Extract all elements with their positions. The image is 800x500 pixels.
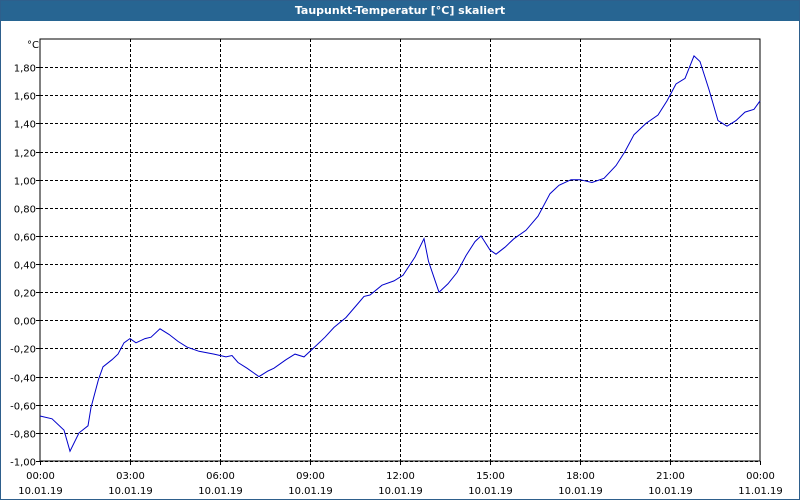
y-tick-label: 1,00 <box>14 177 36 188</box>
series-line <box>39 55 761 453</box>
x-tick-date: 10.01.19 <box>18 486 63 497</box>
y-tick-label: -0,60 <box>10 402 36 413</box>
y-tick-label: 0,40 <box>14 261 36 272</box>
x-tick-date: 10.01.19 <box>288 486 333 497</box>
x-tick-date: 10.01.19 <box>558 486 603 497</box>
y-tick-label: 0,80 <box>14 205 36 216</box>
x-tick-time: 18:00 <box>566 471 595 482</box>
x-tick-date: 10.01.19 <box>648 486 693 497</box>
y-tick-label: 0,00 <box>14 317 36 328</box>
x-tick-time: 00:00 <box>746 471 775 482</box>
y-unit-label: °C <box>27 40 39 51</box>
x-tick-date: 10.01.19 <box>108 486 153 497</box>
y-tick-label: -1,00 <box>10 458 36 469</box>
y-tick-label: 1,20 <box>14 149 36 160</box>
x-tick-time: 03:00 <box>116 471 145 482</box>
y-tick-label: 1,60 <box>14 92 36 103</box>
x-tick-time: 09:00 <box>296 471 325 482</box>
y-tick-label: 0,60 <box>14 233 36 244</box>
x-tick-date: 10.01.19 <box>468 486 513 497</box>
y-tick-label: 1,40 <box>14 120 36 131</box>
x-tick-time: 15:00 <box>476 471 505 482</box>
x-tick-time: 12:00 <box>386 471 415 482</box>
window-title: Taupunkt-Temperatur [°C] skaliert <box>1 1 799 21</box>
x-tick-time: 00:00 <box>26 471 55 482</box>
y-tick-label: -0,40 <box>10 374 36 385</box>
x-tick-date: 10.01.19 <box>198 486 243 497</box>
y-tick-label: -0,80 <box>10 430 36 441</box>
x-tick-date: 11.01.19 <box>738 486 783 497</box>
y-tick-label: 0,20 <box>14 289 36 300</box>
y-tick-label: -0,20 <box>10 345 36 356</box>
x-tick-date: 10.01.19 <box>378 486 423 497</box>
x-tick-time: 06:00 <box>206 471 235 482</box>
x-tick-time: 21:00 <box>656 471 685 482</box>
y-tick-label: 1,80 <box>14 64 36 75</box>
